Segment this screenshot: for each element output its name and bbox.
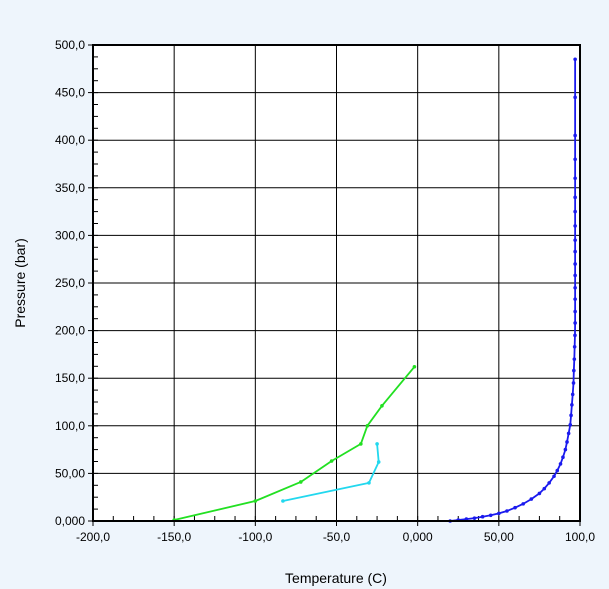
- series-point: [537, 491, 542, 496]
- series-point: [367, 481, 371, 485]
- series-point: [573, 157, 577, 162]
- x-tick-label: 50,00: [484, 530, 514, 544]
- x-tick-label: -100,0: [238, 530, 272, 544]
- series-point: [573, 333, 577, 338]
- series-point: [497, 511, 501, 516]
- y-tick-label: 200,0: [55, 324, 85, 338]
- series-point: [412, 364, 417, 369]
- y-tick-label: 100,0: [55, 419, 85, 433]
- series-point: [281, 499, 285, 503]
- y-tick-label: 0,000: [55, 514, 85, 528]
- series-point: [253, 499, 258, 503]
- series-point: [573, 195, 577, 200]
- series-point: [298, 480, 303, 484]
- series-point: [464, 517, 469, 521]
- series-point: [570, 403, 574, 407]
- y-tick-labels: 0,000 50,00 100,0 150,0 200,0 250,0 300,0 350,0…: [55, 38, 85, 528]
- series-point: [365, 424, 370, 428]
- x-tick-labels: -200,0 -150,0 -100,0 -50,0 0,000 50,00 100,0: [76, 530, 595, 544]
- x-axis-label: Temperature (C): [285, 570, 387, 586]
- series-point: [547, 481, 551, 485]
- series-point: [573, 133, 577, 138]
- series-point: [555, 468, 560, 473]
- series-point: [573, 321, 577, 325]
- series-point: [573, 273, 577, 278]
- series-point: [572, 344, 577, 349]
- y-tick-label: 50,00: [55, 466, 85, 480]
- y-tick-label: 400,0: [55, 133, 85, 147]
- series-line: [173, 366, 416, 521]
- series-point: [376, 460, 381, 464]
- series-point: [359, 442, 363, 446]
- series-point: [566, 431, 571, 436]
- series-point: [573, 309, 577, 314]
- series-point: [329, 459, 334, 463]
- series-lines: [172, 57, 577, 523]
- series-point: [375, 442, 379, 446]
- series-point: [472, 516, 477, 520]
- series-point: [565, 440, 569, 444]
- series-point: [573, 95, 577, 100]
- series-point: [380, 404, 384, 408]
- series-point: [573, 249, 577, 254]
- series-point: [505, 509, 509, 513]
- series-point: [480, 514, 485, 519]
- series-point: [529, 497, 534, 501]
- x-tick-label: -200,0: [76, 530, 110, 544]
- series-point: [573, 224, 577, 228]
- series-point: [513, 505, 517, 510]
- x-tick-label: 100,0: [565, 530, 595, 544]
- series-line: [450, 59, 577, 522]
- x-tick-label: 0,000: [403, 530, 433, 544]
- series-point: [573, 209, 577, 214]
- series-point: [573, 238, 577, 242]
- plot-frame: [92, 44, 581, 522]
- series-point: [542, 486, 547, 491]
- series-point: [521, 502, 525, 506]
- y-tick-label: 500,0: [55, 38, 85, 52]
- series-point: [572, 368, 576, 373]
- y-tick-label: 300,0: [55, 228, 85, 242]
- y-tick-label: 150,0: [55, 371, 85, 385]
- series-point: [573, 297, 577, 301]
- series-point: [573, 262, 577, 266]
- y-tick-label: 450,0: [55, 86, 85, 100]
- y-axis-label: Pressure (bar): [12, 238, 28, 327]
- series-point: [563, 447, 568, 452]
- series-point: [568, 423, 573, 427]
- series-point: [573, 285, 577, 290]
- series-point: [561, 455, 565, 460]
- series-point: [552, 474, 556, 479]
- x-tick-label: -150,0: [157, 530, 191, 544]
- series-point: [571, 381, 576, 385]
- series-point: [570, 392, 575, 397]
- series-line: [282, 443, 380, 502]
- series-point: [573, 176, 577, 181]
- y-tick-label: 250,0: [55, 276, 85, 290]
- series-point: [558, 462, 563, 466]
- y-tick-label: 350,0: [55, 181, 85, 195]
- series-point: [572, 357, 577, 361]
- series-point: [488, 513, 493, 518]
- series-point: [573, 57, 577, 62]
- series-point: [569, 413, 573, 418]
- x-tick-label: -50,0: [323, 530, 351, 544]
